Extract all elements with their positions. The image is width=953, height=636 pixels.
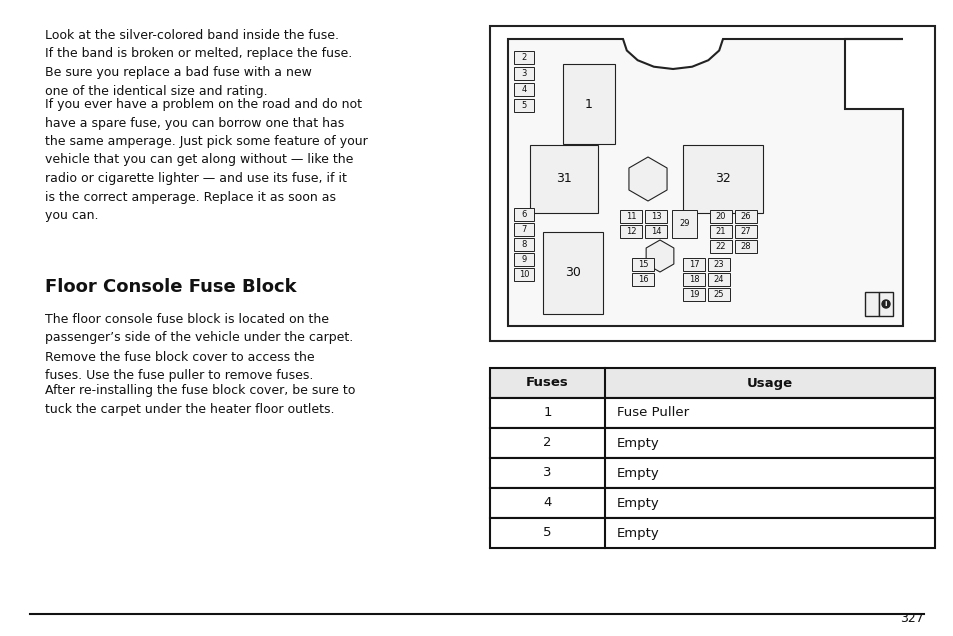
Text: i: i: [883, 301, 886, 307]
Bar: [514, 83, 534, 96]
Bar: [619, 225, 641, 238]
Bar: [631, 273, 654, 286]
Bar: [490, 518, 934, 548]
Text: 2: 2: [542, 436, 551, 450]
Text: Look at the silver-colored band inside the fuse.
If the band is broken or melted: Look at the silver-colored band inside t…: [45, 29, 352, 97]
Bar: [619, 210, 641, 223]
Text: 22: 22: [715, 242, 725, 251]
Bar: [514, 67, 534, 80]
Text: 21: 21: [715, 227, 725, 236]
Circle shape: [882, 300, 889, 308]
Text: 3: 3: [542, 466, 551, 480]
Bar: [707, 273, 729, 286]
Bar: [734, 240, 757, 253]
Text: 19: 19: [688, 290, 699, 299]
Text: Empty: Empty: [617, 527, 659, 539]
Bar: [709, 225, 731, 238]
Text: 28: 28: [740, 242, 751, 251]
Bar: [514, 99, 534, 112]
Bar: [682, 258, 704, 271]
Bar: [707, 258, 729, 271]
Text: 5: 5: [521, 101, 526, 110]
Bar: [682, 273, 704, 286]
Text: 14: 14: [650, 227, 660, 236]
Bar: [490, 458, 934, 488]
Text: 2: 2: [521, 53, 526, 62]
Bar: [709, 240, 731, 253]
Text: 23: 23: [713, 260, 723, 269]
Text: 13: 13: [650, 212, 660, 221]
Text: 6: 6: [520, 210, 526, 219]
Bar: [878, 292, 892, 316]
Text: Empty: Empty: [617, 466, 659, 480]
Bar: [514, 51, 534, 64]
Text: 11: 11: [625, 212, 636, 221]
Text: 16: 16: [637, 275, 648, 284]
Text: Empty: Empty: [617, 436, 659, 450]
Polygon shape: [507, 39, 902, 326]
Text: 30: 30: [564, 266, 580, 279]
Text: 3: 3: [520, 69, 526, 78]
Bar: [709, 210, 731, 223]
Text: 1: 1: [542, 406, 551, 420]
Text: 4: 4: [521, 85, 526, 94]
Text: 20: 20: [715, 212, 725, 221]
Text: 17: 17: [688, 260, 699, 269]
Text: 9: 9: [521, 255, 526, 264]
Text: 27: 27: [740, 227, 751, 236]
Bar: [514, 223, 534, 236]
Text: 5: 5: [542, 527, 551, 539]
Bar: [671, 210, 697, 238]
Bar: [644, 210, 666, 223]
Text: 31: 31: [556, 172, 571, 186]
Bar: [490, 26, 934, 341]
Text: 32: 32: [715, 172, 730, 186]
Bar: [562, 64, 615, 144]
Text: Usage: Usage: [746, 377, 792, 389]
Bar: [707, 288, 729, 301]
Bar: [631, 258, 654, 271]
Polygon shape: [628, 157, 666, 201]
Bar: [644, 225, 666, 238]
Text: 12: 12: [625, 227, 636, 236]
Bar: [734, 225, 757, 238]
Text: Fuse Puller: Fuse Puller: [617, 406, 688, 420]
Text: 26: 26: [740, 212, 751, 221]
Bar: [542, 232, 602, 314]
Text: Remove the fuse block cover to access the
fuses. Use the fuse puller to remove f: Remove the fuse block cover to access th…: [45, 351, 314, 382]
Bar: [530, 145, 598, 213]
Text: 327: 327: [900, 612, 923, 625]
Bar: [682, 288, 704, 301]
Bar: [514, 238, 534, 251]
Bar: [682, 145, 762, 213]
Text: 29: 29: [679, 219, 689, 228]
Bar: [514, 208, 534, 221]
Text: After re-installing the fuse block cover, be sure to
tuck the carpet under the h: After re-installing the fuse block cover…: [45, 384, 355, 415]
Text: The floor console fuse block is located on the
passenger’s side of the vehicle u: The floor console fuse block is located …: [45, 313, 353, 345]
Text: Fuses: Fuses: [525, 377, 568, 389]
Bar: [490, 398, 934, 428]
Bar: [490, 488, 934, 518]
Text: 4: 4: [543, 497, 551, 509]
Text: 8: 8: [520, 240, 526, 249]
Bar: [514, 253, 534, 266]
Bar: [864, 292, 878, 316]
Bar: [490, 428, 934, 458]
Text: 25: 25: [713, 290, 723, 299]
Bar: [514, 268, 534, 281]
Text: Empty: Empty: [617, 497, 659, 509]
Polygon shape: [645, 240, 673, 272]
Text: 18: 18: [688, 275, 699, 284]
Text: 7: 7: [520, 225, 526, 234]
Text: 10: 10: [518, 270, 529, 279]
Bar: [734, 210, 757, 223]
Text: 15: 15: [638, 260, 648, 269]
Text: Floor Console Fuse Block: Floor Console Fuse Block: [45, 278, 296, 296]
Text: 1: 1: [584, 97, 593, 111]
Bar: [490, 368, 934, 398]
Text: 24: 24: [713, 275, 723, 284]
Text: If you ever have a problem on the road and do not
have a spare fuse, you can bor: If you ever have a problem on the road a…: [45, 98, 367, 222]
